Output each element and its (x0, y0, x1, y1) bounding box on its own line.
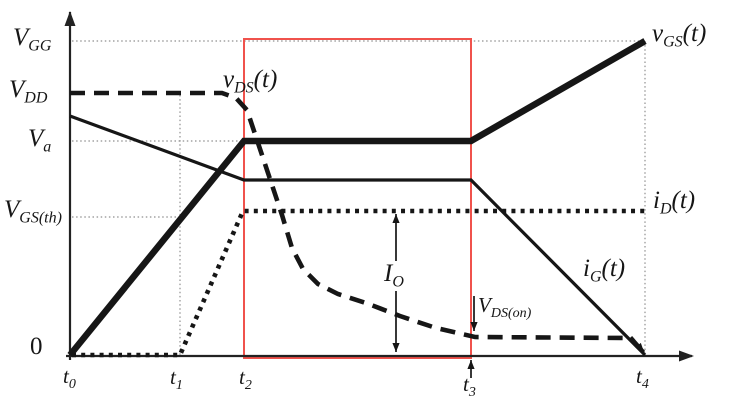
highlight-box (243, 38, 472, 359)
arrowhead-ig-end (635, 342, 644, 352)
curve-label-id: iD(t) (653, 187, 696, 218)
x-tick-label-t1: t1 (170, 365, 183, 393)
x-tick-label-t3: t3 (463, 372, 476, 400)
annotation-label-vdson: VDS(on) (478, 293, 532, 321)
curve-label-ig: iG(t) (583, 255, 626, 286)
annotation-label-io: IO (381, 261, 407, 291)
y-axis-arrowhead (64, 11, 76, 26)
x-tick-label-t2: t2 (239, 365, 252, 393)
arrowhead-io (392, 343, 400, 352)
x-axis-arrowhead (679, 350, 694, 362)
curve-label-vds: vDS(t) (223, 66, 278, 97)
x-tick-label-t0: t0 (63, 364, 76, 392)
y-level-label-vgsth: VGS(th) (4, 196, 62, 227)
curve-vDS (70, 90, 629, 341)
arrowhead-vdson (470, 322, 478, 331)
arrowhead-t3 (467, 360, 475, 369)
arrowhead-start-io (392, 214, 400, 223)
curve-label-vgs: vGS(t) (652, 20, 707, 51)
y-level-label-va: Va (28, 125, 52, 156)
y-level-label-vdd: VDD (9, 76, 48, 107)
curve-vGS (67, 38, 647, 358)
curve-iD (72, 208, 645, 358)
y-level-label-zero: 0 (30, 333, 43, 360)
x-tick-label-t4: t4 (636, 364, 649, 392)
curve-iG (69, 114, 647, 357)
y-level-label-vgg: VGG (13, 24, 52, 55)
